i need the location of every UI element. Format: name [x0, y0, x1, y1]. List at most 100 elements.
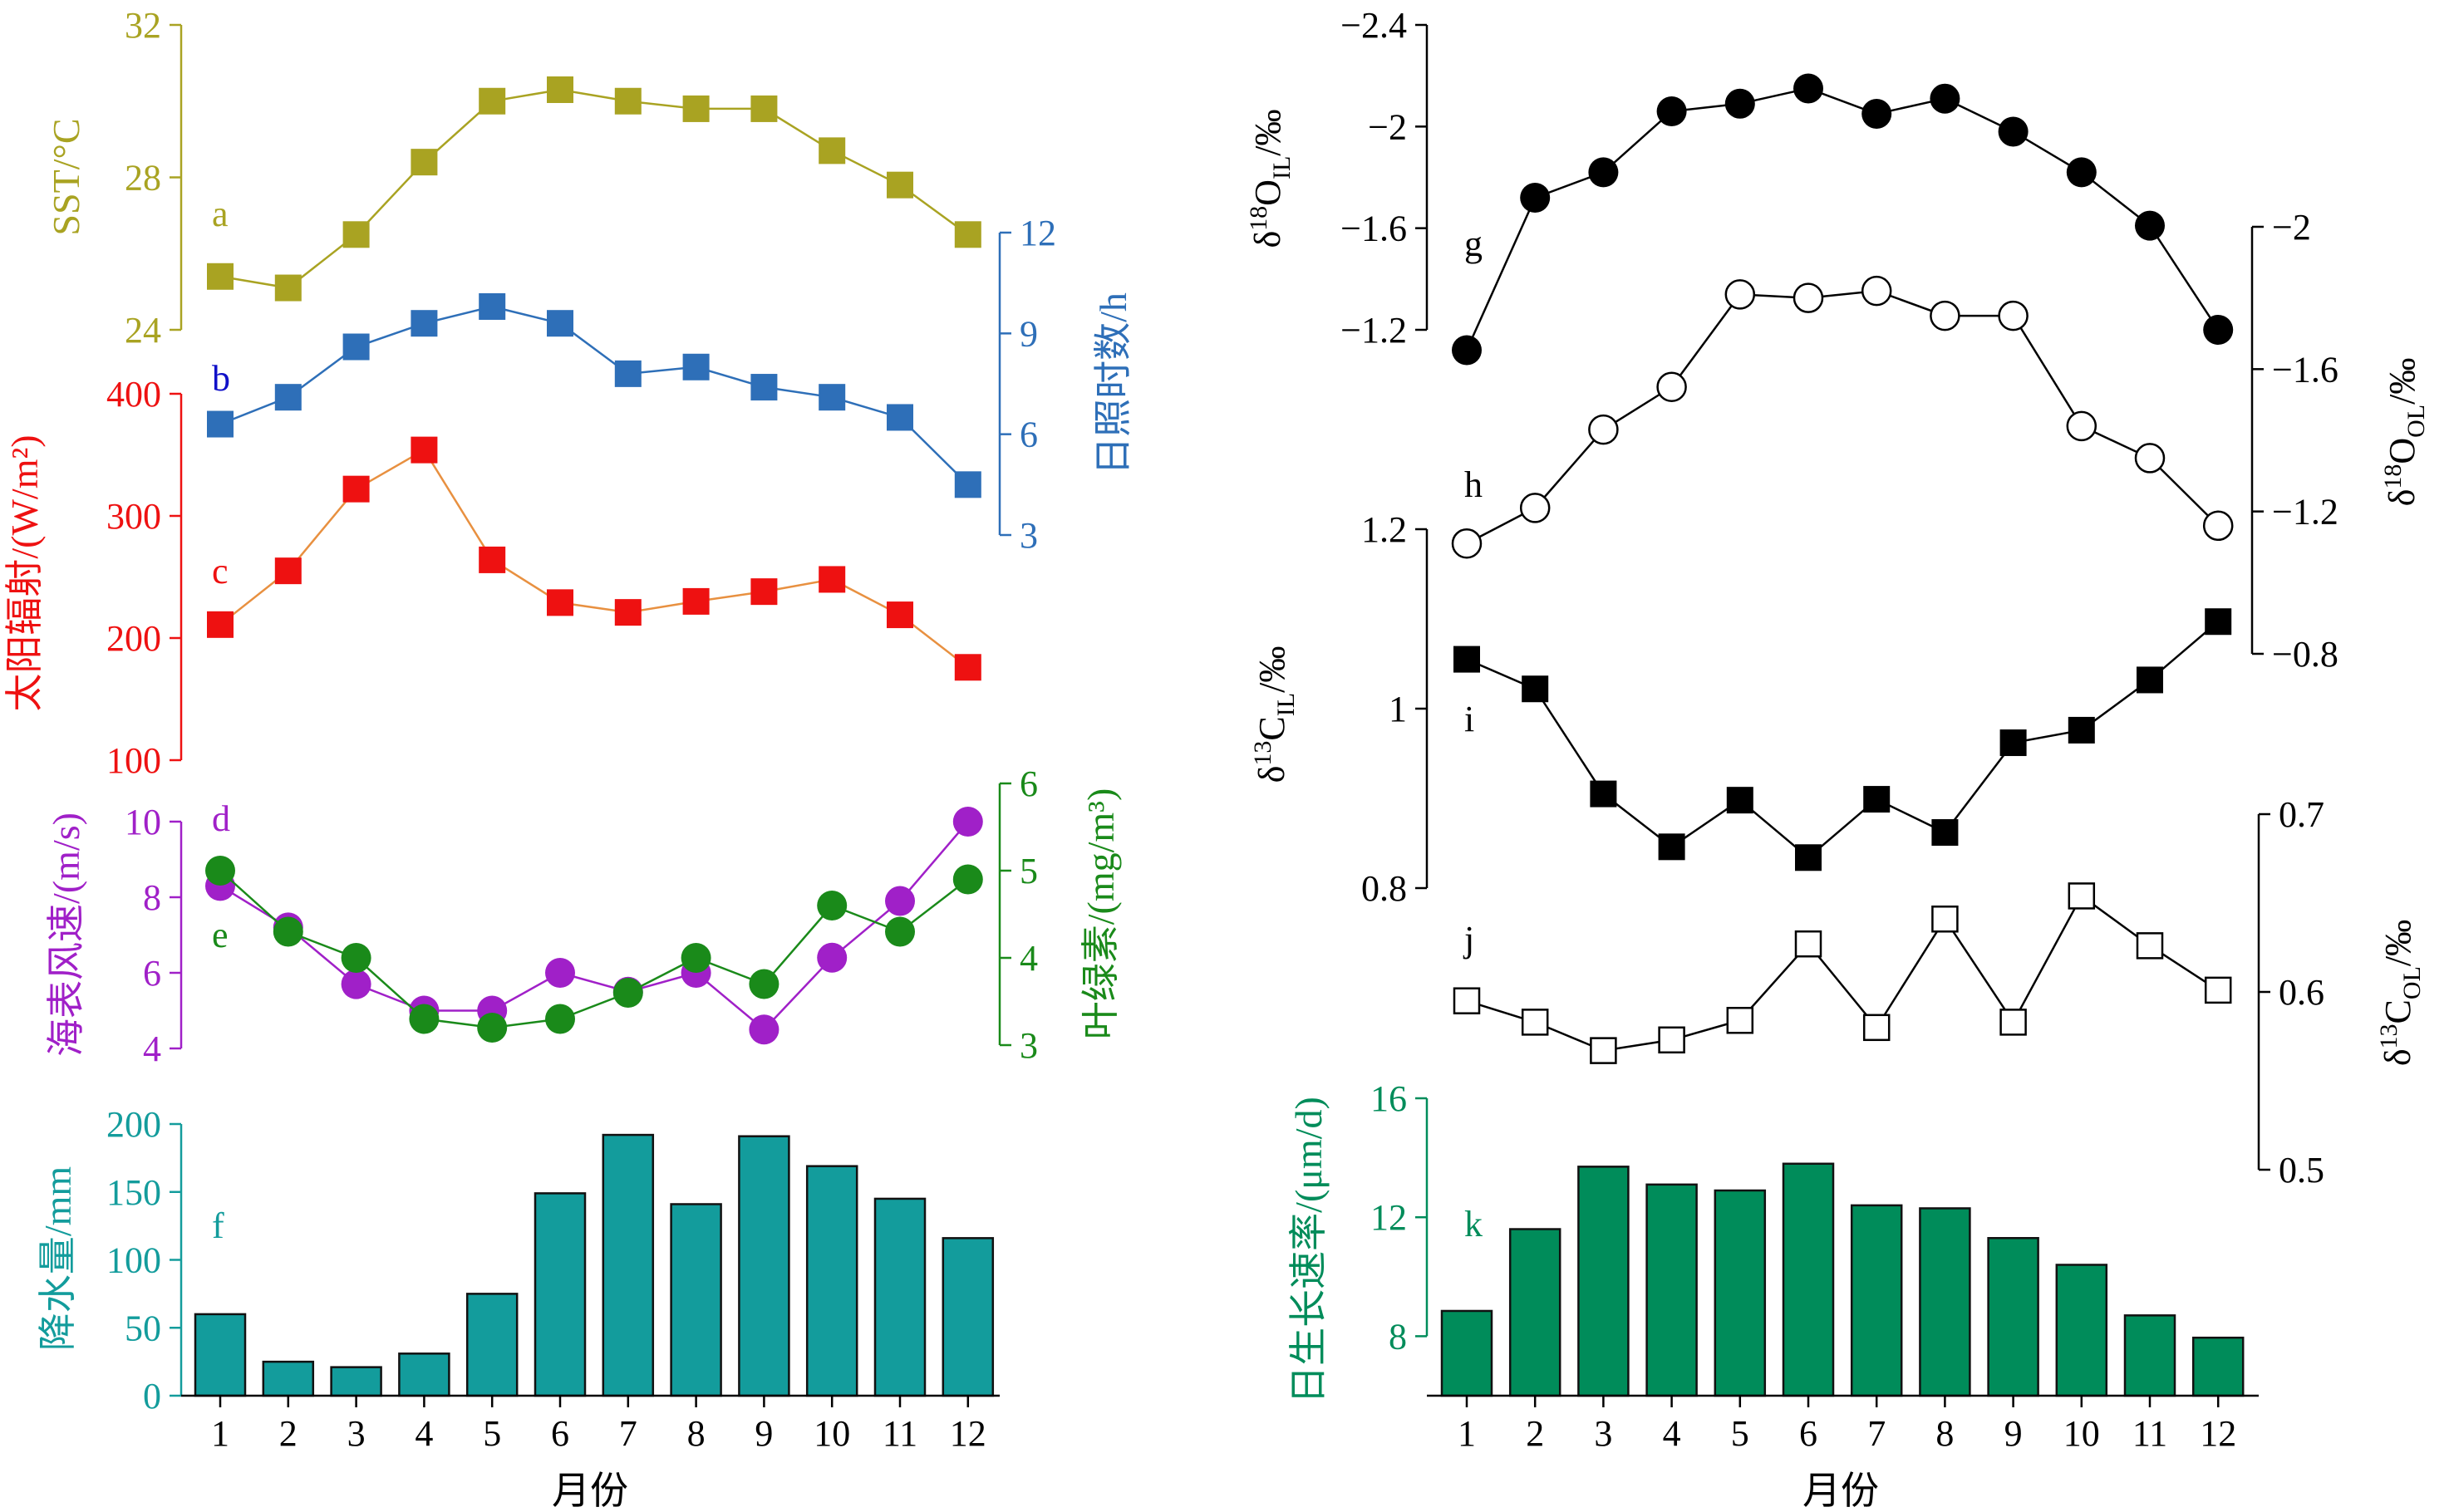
data-point-j — [1794, 930, 1822, 958]
y-tick-label-d: 6 — [143, 953, 161, 994]
y-tick-label-j: 0.5 — [2279, 1150, 2324, 1190]
data-point-b — [547, 310, 573, 337]
y-axis-b: 3 6 9 12 — [998, 213, 1056, 556]
data-point-d — [952, 807, 983, 837]
data-point-h — [2134, 443, 2166, 474]
y-tick-label-a: 32 — [125, 5, 161, 46]
series-k — [1440, 1162, 2245, 1397]
y-axis-title-b: 日照时数/h — [1092, 292, 1134, 475]
data-point-j — [1521, 1009, 1549, 1036]
panel-label-g: g — [1464, 223, 1483, 264]
y-tick-label-i: 1 — [1389, 689, 1407, 729]
data-point-i — [2137, 666, 2163, 694]
bar-f — [738, 1135, 790, 1397]
y-tick-label-d: 10 — [125, 802, 161, 842]
y-tick-label-j: 0.7 — [2279, 794, 2324, 835]
bar-k — [2191, 1336, 2245, 1397]
x-tick-label: 4 — [415, 1413, 433, 1454]
data-point-e — [749, 969, 779, 999]
data-point-h — [1793, 282, 1824, 313]
bar-f — [398, 1352, 450, 1397]
data-point-c — [682, 587, 710, 615]
y-tick-label-d: 4 — [143, 1028, 161, 1069]
y-tick-label-c: 200 — [106, 618, 161, 659]
x-tick-label: 1 — [211, 1413, 229, 1454]
data-point-b — [954, 471, 981, 498]
x-tick-label: 7 — [619, 1413, 637, 1454]
data-point-e — [885, 916, 915, 947]
x-tick-label: 11 — [883, 1413, 917, 1454]
series-line-i — [1466, 621, 2220, 859]
x-tick-label: 12 — [2200, 1413, 2236, 1454]
x-tick-label: 2 — [1526, 1413, 1544, 1454]
data-point-a — [207, 263, 234, 290]
series-b — [207, 292, 981, 498]
y-axis-title-h: δ18OOL/‰ — [2379, 358, 2430, 507]
data-point-i — [1931, 819, 1959, 847]
data-point-i — [2205, 608, 2232, 636]
data-point-h — [1451, 528, 1483, 559]
data-point-i — [1522, 675, 1549, 703]
data-point-c — [342, 475, 370, 503]
panel-label-h: h — [1464, 464, 1483, 505]
data-point-i — [1795, 844, 1822, 871]
data-point-j — [1726, 1006, 1754, 1034]
panel-label-i: i — [1464, 699, 1474, 739]
x-tick-label: 9 — [2004, 1413, 2023, 1454]
x-tick-label: 10 — [2063, 1413, 2100, 1454]
data-point-i — [1453, 646, 1480, 673]
y-axis-title-g: δ18OIL/‰ — [1245, 109, 1296, 248]
data-point-a — [682, 95, 710, 122]
series-e — [205, 856, 983, 1043]
data-point-h — [1656, 371, 1687, 402]
data-point-g — [1930, 83, 1960, 114]
x-tick-label: 4 — [1663, 1413, 1681, 1454]
x-tick-label: 10 — [814, 1413, 850, 1454]
data-point-j — [1658, 1026, 1685, 1054]
data-point-h — [1588, 414, 1619, 445]
data-point-c — [614, 599, 642, 626]
data-point-e — [205, 856, 235, 886]
y-axis-j: 0.5 0.6 0.7 — [2257, 794, 2324, 1190]
x-tick-label: 3 — [1594, 1413, 1612, 1454]
data-point-b — [819, 384, 846, 411]
y-tick-label-e: 3 — [1020, 1025, 1038, 1066]
bar-f — [465, 1293, 519, 1397]
data-point-e — [612, 978, 643, 1008]
data-point-e — [545, 1004, 575, 1034]
data-point-c — [207, 611, 234, 638]
y-tick-label-b: 12 — [1020, 213, 1056, 253]
data-point-g — [1861, 99, 1892, 130]
y-tick-label-c: 100 — [106, 740, 161, 781]
bar-k — [2055, 1264, 2108, 1397]
bar-f — [942, 1237, 995, 1397]
panel-label-c: c — [212, 551, 229, 592]
data-point-i — [1863, 786, 1891, 813]
data-point-a — [819, 137, 846, 164]
panel-label-j: j — [1463, 919, 1474, 960]
series-line-j — [1466, 894, 2219, 1052]
data-point-a — [342, 221, 370, 248]
series-d — [205, 807, 983, 1045]
data-point-b — [479, 292, 506, 320]
data-point-j — [1590, 1037, 1617, 1064]
data-point-b — [342, 333, 370, 361]
bar-k — [2123, 1314, 2176, 1397]
series-line-c — [219, 448, 969, 669]
data-point-h — [1861, 275, 1892, 307]
y-axis-title-j: δ13COL/‰ — [2375, 920, 2426, 1066]
x-axis-right: 1 2 3 4 5 6 7 8 9 10 11 12 — [1427, 1394, 2259, 1454]
data-point-d — [341, 969, 371, 999]
data-point-h — [2202, 510, 2234, 542]
bar-k — [1440, 1309, 1493, 1397]
data-point-b — [614, 360, 642, 387]
data-point-h — [2066, 410, 2097, 442]
data-point-j — [1862, 1014, 1891, 1042]
y-axis-k: 8 12 16 — [1370, 1078, 1429, 1357]
series-f — [194, 1133, 995, 1397]
y-tick-label-e: 5 — [1020, 851, 1038, 891]
y-tick-label-c: 400 — [106, 374, 161, 415]
bar-f — [330, 1366, 382, 1397]
data-point-i — [1999, 729, 2027, 757]
data-point-h — [1930, 300, 1960, 331]
